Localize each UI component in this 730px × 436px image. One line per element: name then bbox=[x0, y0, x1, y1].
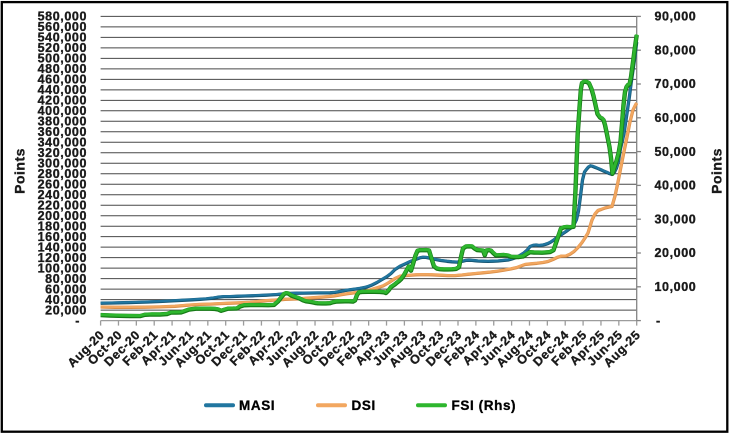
svg-text:540,000: 540,000 bbox=[38, 31, 87, 45]
svg-text:20,000: 20,000 bbox=[655, 246, 697, 260]
svg-text:320,000: 320,000 bbox=[38, 146, 87, 160]
svg-text:-: - bbox=[75, 314, 80, 328]
svg-text:480,000: 480,000 bbox=[38, 62, 87, 76]
svg-text:90,000: 90,000 bbox=[655, 10, 697, 24]
svg-text:100,000: 100,000 bbox=[38, 261, 87, 275]
svg-text:260,000: 260,000 bbox=[38, 178, 87, 192]
svg-text:500,000: 500,000 bbox=[38, 52, 87, 66]
svg-text:40,000: 40,000 bbox=[45, 293, 87, 307]
svg-text:FSI (Rhs): FSI (Rhs) bbox=[452, 398, 517, 413]
svg-text:-: - bbox=[656, 314, 661, 328]
svg-text:20,000: 20,000 bbox=[45, 303, 87, 317]
svg-text:Points: Points bbox=[12, 148, 28, 194]
svg-text:180,000: 180,000 bbox=[38, 219, 87, 233]
svg-text:Points: Points bbox=[709, 148, 725, 194]
svg-text:520,000: 520,000 bbox=[38, 41, 87, 55]
svg-text:MASI: MASI bbox=[239, 398, 275, 413]
svg-text:220,000: 220,000 bbox=[38, 199, 87, 213]
svg-text:120,000: 120,000 bbox=[38, 251, 87, 265]
svg-text:DSI: DSI bbox=[352, 398, 376, 413]
svg-text:400,000: 400,000 bbox=[38, 104, 87, 118]
svg-text:10,000: 10,000 bbox=[655, 280, 697, 294]
svg-text:50,000: 50,000 bbox=[655, 145, 697, 159]
svg-text:440,000: 440,000 bbox=[38, 83, 87, 97]
svg-text:70,000: 70,000 bbox=[655, 77, 697, 91]
svg-text:280,000: 280,000 bbox=[38, 167, 87, 181]
svg-text:30,000: 30,000 bbox=[655, 212, 697, 226]
svg-text:60,000: 60,000 bbox=[45, 282, 87, 296]
svg-text:580,000: 580,000 bbox=[38, 10, 87, 24]
svg-text:380,000: 380,000 bbox=[38, 115, 87, 129]
svg-text:80,000: 80,000 bbox=[655, 43, 697, 57]
svg-text:340,000: 340,000 bbox=[38, 136, 87, 150]
svg-text:140,000: 140,000 bbox=[38, 240, 87, 254]
svg-text:160,000: 160,000 bbox=[38, 230, 87, 244]
svg-text:240,000: 240,000 bbox=[38, 188, 87, 202]
svg-text:200,000: 200,000 bbox=[38, 209, 87, 223]
svg-text:300,000: 300,000 bbox=[38, 157, 87, 171]
svg-text:460,000: 460,000 bbox=[38, 73, 87, 87]
svg-text:60,000: 60,000 bbox=[655, 111, 697, 125]
svg-text:560,000: 560,000 bbox=[38, 20, 87, 34]
svg-text:420,000: 420,000 bbox=[38, 94, 87, 108]
svg-text:360,000: 360,000 bbox=[38, 125, 87, 139]
svg-text:80,000: 80,000 bbox=[45, 272, 87, 286]
svg-text:40,000: 40,000 bbox=[655, 179, 697, 193]
